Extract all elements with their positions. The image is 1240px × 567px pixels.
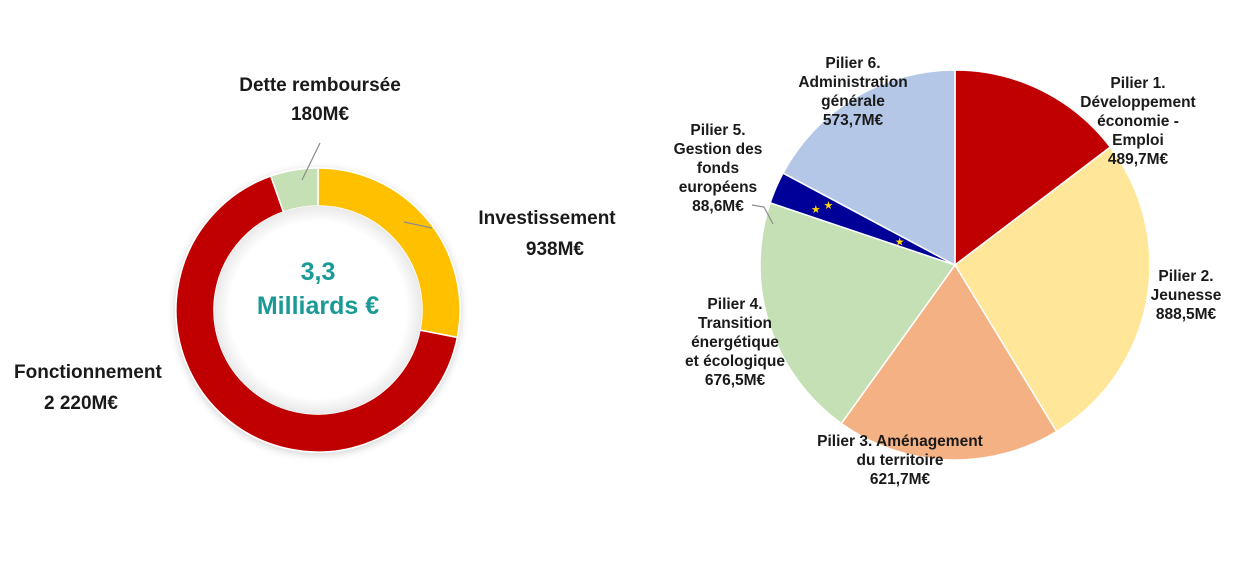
slice-pilier-6-administration-g-n-rale xyxy=(782,69,956,267)
star-icon: ★ xyxy=(823,200,833,212)
eu-stars-icon: ★ ★★ xyxy=(811,200,905,248)
label-fonctionnement: Fonctionnement 2 220M€ xyxy=(14,362,162,414)
leader-line-dette xyxy=(301,142,321,181)
label-pilier-3: Pilier 3. Aménagement du territoire 621,… xyxy=(817,433,983,488)
label-pilier-4: Pilier 4. Transition énergétique et écol… xyxy=(685,296,785,389)
star-icon: ★ xyxy=(811,204,821,216)
donut-hole xyxy=(214,206,422,414)
piliers-pie-chart: ★ ★ ★ Pilier 1. Développement économie - E… xyxy=(640,0,1240,567)
slice-pilier-2-jeunesse xyxy=(954,146,1151,433)
donut-svg xyxy=(175,142,461,453)
slice-pilier-1-d-veloppement-conomie-emploi xyxy=(954,69,1112,267)
leader-line-investissement xyxy=(403,221,433,229)
donut-center-total: 3,3 Milliards € xyxy=(256,258,380,320)
label-investissement: Investissement 938M€ xyxy=(478,208,616,260)
label-pilier-6: Pilier 6. Administration générale 573,7M… xyxy=(798,55,908,129)
label-pilier-5: Pilier 5. Gestion des fonds européens 88… xyxy=(673,122,763,215)
slice-pilier-3-am-nagement-du-territoire xyxy=(840,263,1058,461)
leader-line-pilier5 xyxy=(751,204,774,225)
label-dette-remboursee: Dette remboursée 180M€ xyxy=(239,75,401,125)
label-pilier-2: Pilier 2. Jeunesse 888,5M€ xyxy=(1150,268,1222,323)
budget-donut-chart: Dette remboursée 180M€ Investissement 93… xyxy=(14,75,616,453)
label-pilier-1: Pilier 1. Développement économie - Emplo… xyxy=(1080,75,1196,168)
pie-svg: ★ ★★ xyxy=(751,69,1151,461)
star-icon: ★ xyxy=(895,237,905,249)
slice-pilier-4-transition-nerg-tique-et-cologique xyxy=(759,201,957,425)
